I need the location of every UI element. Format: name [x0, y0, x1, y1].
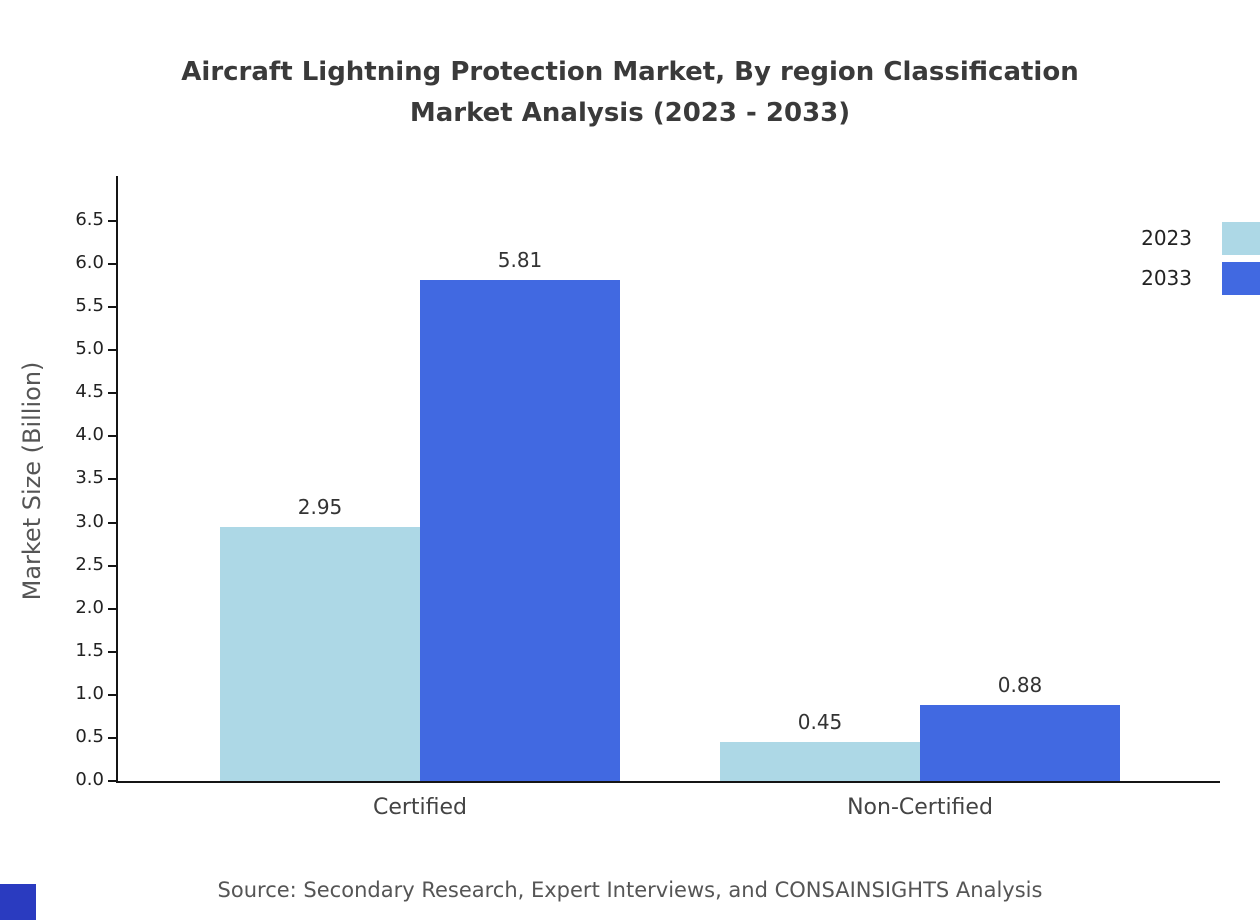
y-axis-title: Market Size (Billion)	[18, 361, 46, 601]
y-tick-mark	[108, 607, 116, 610]
legend-label-2033: 2033	[1141, 266, 1192, 290]
chart-title-line2: Market Analysis (2023 - 2033)	[409, 98, 851, 128]
y-tick-mark	[108, 736, 116, 739]
chart-title: Aircraft Lightning Protection Market, By…	[0, 52, 1260, 134]
corner-accent	[0, 884, 36, 920]
y-tick-label: 3.0	[75, 510, 104, 532]
y-tick-label: 4.0	[75, 424, 104, 446]
y-tick-mark	[108, 306, 116, 309]
y-tick-mark	[108, 780, 116, 782]
y-tick-mark	[108, 220, 116, 223]
y-tick-label: 5.0	[75, 338, 104, 360]
y-tick-label: 4.5	[75, 381, 104, 403]
bar-2033-non-certified	[920, 705, 1120, 781]
legend-label-2023: 2023	[1141, 226, 1192, 250]
chart-title-line1: Aircraft Lightning Protection Market, By…	[181, 57, 1079, 87]
y-tick-mark	[108, 650, 116, 653]
y-axis-line	[116, 176, 118, 783]
y-tick-label: 1.0	[75, 682, 104, 704]
y-tick-label: 1.5	[75, 639, 104, 661]
x-category-label: Certified	[372, 795, 468, 820]
y-tick-mark	[108, 392, 116, 395]
legend-item-2023: 2023	[0, 222, 1260, 256]
y-tick-label: 2.5	[75, 553, 104, 575]
y-tick-mark	[108, 349, 116, 352]
y-tick-mark	[108, 693, 116, 696]
y-tick-mark	[108, 263, 116, 266]
bar-2023-certified	[220, 526, 420, 781]
y-tick-mark	[108, 564, 116, 567]
plot-area: 0.0 0.5 1.0 1.5 2.0 2.5 3.0 3.5 4.0 4.5 5.0 5.5 6.0 6…	[75, 176, 1220, 820]
bar-2023-non-certified	[720, 742, 920, 781]
y-tick-mark	[108, 521, 116, 524]
y-tick-label: 6.0	[75, 252, 104, 274]
bar-value-label: 0.88	[997, 673, 1043, 698]
x-category-label: Non-Certified	[847, 795, 993, 820]
y-tick-label: 0.0	[75, 769, 104, 790]
source-note: Source: Secondary Research, Expert Inter…	[217, 878, 1043, 902]
bar-value-label: 5.81	[497, 248, 543, 273]
bar-value-label: 2.95	[297, 494, 343, 519]
y-tick-mark	[108, 478, 116, 481]
y-tick-mark	[108, 435, 116, 438]
y-tick-label: 0.5	[75, 725, 104, 747]
bar-2033-certified	[420, 280, 620, 781]
bar-value-label: 0.45	[797, 710, 843, 735]
legend-swatch-2023	[1222, 222, 1260, 255]
y-tick-label: 2.0	[75, 596, 104, 618]
y-tick-label: 5.5	[75, 295, 104, 317]
y-tick-label: 3.5	[75, 467, 104, 489]
legend-item-2033: 2033	[0, 262, 1260, 296]
x-axis-line	[116, 781, 1220, 783]
legend-swatch-2033	[1222, 262, 1260, 295]
y-tick-label: 6.5	[75, 209, 104, 231]
